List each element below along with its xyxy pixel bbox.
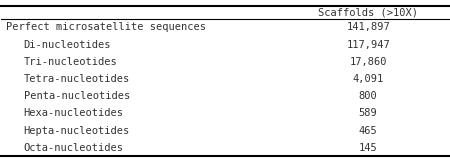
- Text: Scaffolds (>10X): Scaffolds (>10X): [318, 7, 418, 17]
- Text: Penta-nucleotides: Penta-nucleotides: [24, 91, 130, 101]
- Text: 465: 465: [359, 126, 378, 136]
- Text: 800: 800: [359, 91, 378, 101]
- Text: Octa-nucleotides: Octa-nucleotides: [24, 143, 124, 153]
- Text: Tri-nucleotides: Tri-nucleotides: [24, 57, 117, 67]
- Text: Hepta-nucleotides: Hepta-nucleotides: [24, 126, 130, 136]
- Text: 117,947: 117,947: [346, 40, 390, 50]
- Text: 145: 145: [359, 143, 378, 153]
- Text: Hexa-nucleotides: Hexa-nucleotides: [24, 108, 124, 118]
- Text: Tetra-nucleotides: Tetra-nucleotides: [24, 74, 130, 84]
- Text: 17,860: 17,860: [349, 57, 387, 67]
- Text: 589: 589: [359, 108, 378, 118]
- Text: 141,897: 141,897: [346, 22, 390, 32]
- Text: Perfect microsatellite sequences: Perfect microsatellite sequences: [6, 22, 206, 32]
- Text: 4,091: 4,091: [352, 74, 384, 84]
- Text: Di-nucleotides: Di-nucleotides: [24, 40, 111, 50]
